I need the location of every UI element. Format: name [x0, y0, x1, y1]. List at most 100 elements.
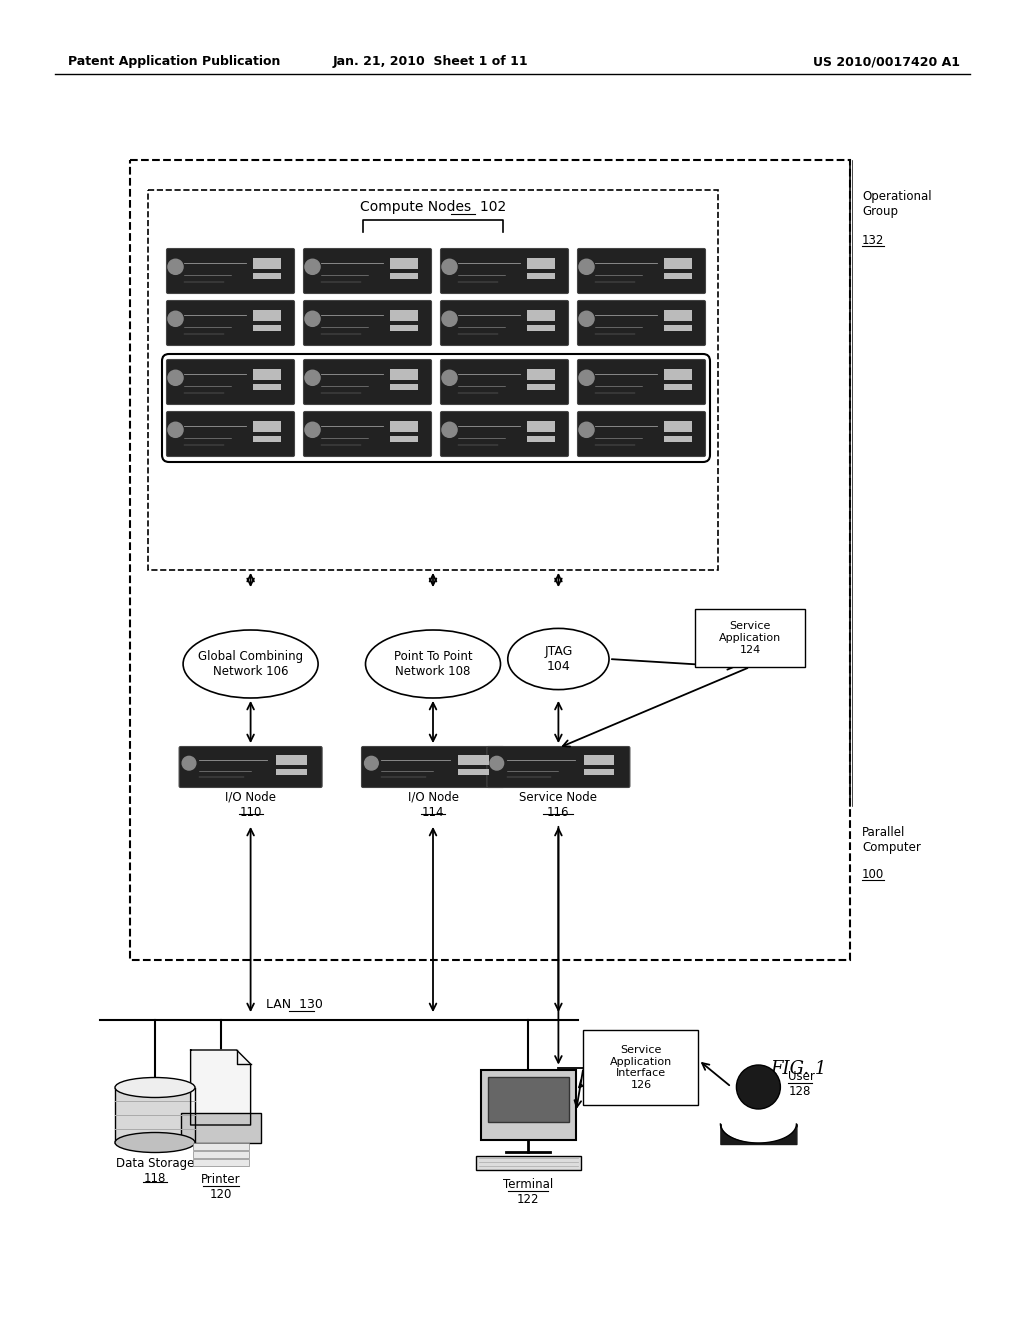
- Circle shape: [182, 756, 196, 770]
- Bar: [193, 1159, 249, 1166]
- Text: Parallel
Computer: Parallel Computer: [862, 826, 921, 854]
- Polygon shape: [190, 1049, 251, 1125]
- Circle shape: [305, 259, 321, 275]
- FancyBboxPatch shape: [578, 248, 706, 293]
- FancyBboxPatch shape: [578, 412, 706, 457]
- Bar: [527, 273, 555, 280]
- Bar: [253, 273, 281, 280]
- Text: FIG. 1: FIG. 1: [770, 1060, 826, 1078]
- Bar: [253, 384, 281, 391]
- FancyBboxPatch shape: [303, 301, 431, 346]
- Text: Compute Nodes  102: Compute Nodes 102: [359, 201, 506, 214]
- FancyBboxPatch shape: [695, 609, 805, 667]
- Circle shape: [442, 422, 457, 437]
- Bar: [664, 436, 691, 442]
- Bar: [390, 421, 418, 433]
- Circle shape: [305, 422, 321, 437]
- Text: Service
Application
Interface
126: Service Application Interface 126: [609, 1045, 672, 1090]
- Circle shape: [305, 370, 321, 385]
- Circle shape: [579, 259, 594, 275]
- Text: Global Combining
Network 106: Global Combining Network 106: [198, 649, 303, 678]
- Bar: [390, 384, 418, 391]
- Bar: [275, 768, 306, 775]
- Bar: [527, 384, 555, 391]
- Bar: [253, 257, 281, 269]
- Circle shape: [736, 1065, 780, 1109]
- FancyBboxPatch shape: [303, 412, 431, 457]
- Text: User
128: User 128: [788, 1071, 815, 1098]
- Bar: [390, 368, 418, 380]
- Text: Service Node
116: Service Node 116: [519, 791, 597, 818]
- Bar: [527, 368, 555, 380]
- Bar: [253, 436, 281, 442]
- Bar: [130, 160, 850, 960]
- Bar: [664, 325, 691, 331]
- Bar: [584, 755, 614, 766]
- Text: Jan. 21, 2010  Sheet 1 of 11: Jan. 21, 2010 Sheet 1 of 11: [332, 55, 527, 69]
- Bar: [458, 755, 489, 766]
- Circle shape: [168, 259, 183, 275]
- Bar: [275, 755, 306, 766]
- Text: US 2010/0017420 A1: US 2010/0017420 A1: [813, 55, 961, 69]
- Ellipse shape: [183, 630, 318, 698]
- FancyBboxPatch shape: [440, 359, 568, 404]
- FancyBboxPatch shape: [440, 301, 568, 346]
- Bar: [527, 257, 555, 269]
- Bar: [390, 325, 418, 331]
- Text: I/O Node
114: I/O Node 114: [408, 791, 459, 818]
- Text: Point To Point
Network 108: Point To Point Network 108: [393, 649, 472, 678]
- Circle shape: [168, 422, 183, 437]
- Bar: [664, 273, 691, 280]
- Bar: [527, 310, 555, 321]
- Bar: [193, 1143, 249, 1150]
- FancyBboxPatch shape: [481, 1071, 575, 1140]
- Text: Terminal
122: Terminal 122: [503, 1177, 554, 1206]
- Ellipse shape: [115, 1077, 195, 1097]
- Bar: [664, 384, 691, 391]
- Bar: [390, 436, 418, 442]
- Text: LAN  130: LAN 130: [265, 998, 323, 1011]
- Text: 100: 100: [862, 869, 885, 880]
- Circle shape: [489, 756, 504, 770]
- FancyBboxPatch shape: [167, 412, 295, 457]
- Text: Data Storage
118: Data Storage 118: [116, 1156, 195, 1184]
- Bar: [664, 368, 691, 380]
- Text: Operational
Group: Operational Group: [862, 190, 932, 218]
- FancyBboxPatch shape: [578, 301, 706, 346]
- Bar: [148, 190, 718, 570]
- Bar: [584, 768, 614, 775]
- Bar: [115, 1088, 195, 1143]
- FancyBboxPatch shape: [578, 359, 706, 404]
- Text: JTAG
104: JTAG 104: [544, 645, 572, 673]
- FancyBboxPatch shape: [303, 359, 431, 404]
- FancyBboxPatch shape: [167, 359, 295, 404]
- Circle shape: [579, 312, 594, 326]
- Text: I/O Node
110: I/O Node 110: [225, 791, 276, 818]
- FancyBboxPatch shape: [167, 248, 295, 293]
- Bar: [253, 325, 281, 331]
- Bar: [664, 310, 691, 321]
- Circle shape: [442, 370, 457, 385]
- Text: Printer
120: Printer 120: [201, 1173, 241, 1201]
- Bar: [390, 257, 418, 269]
- Circle shape: [365, 756, 378, 770]
- Ellipse shape: [115, 1133, 195, 1152]
- Circle shape: [579, 370, 594, 385]
- Text: 132: 132: [862, 234, 885, 247]
- Circle shape: [442, 259, 457, 275]
- Text: Service
Application
124: Service Application 124: [719, 622, 781, 655]
- Circle shape: [168, 370, 183, 385]
- Bar: [390, 273, 418, 280]
- Circle shape: [442, 312, 457, 326]
- Bar: [487, 1077, 569, 1122]
- Bar: [180, 1113, 260, 1143]
- Bar: [527, 421, 555, 433]
- Circle shape: [168, 312, 183, 326]
- FancyBboxPatch shape: [440, 412, 568, 457]
- Bar: [193, 1151, 249, 1158]
- Ellipse shape: [508, 628, 609, 689]
- Text: Patent Application Publication: Patent Application Publication: [68, 55, 281, 69]
- Bar: [664, 421, 691, 433]
- Bar: [584, 1030, 698, 1105]
- FancyBboxPatch shape: [361, 747, 505, 788]
